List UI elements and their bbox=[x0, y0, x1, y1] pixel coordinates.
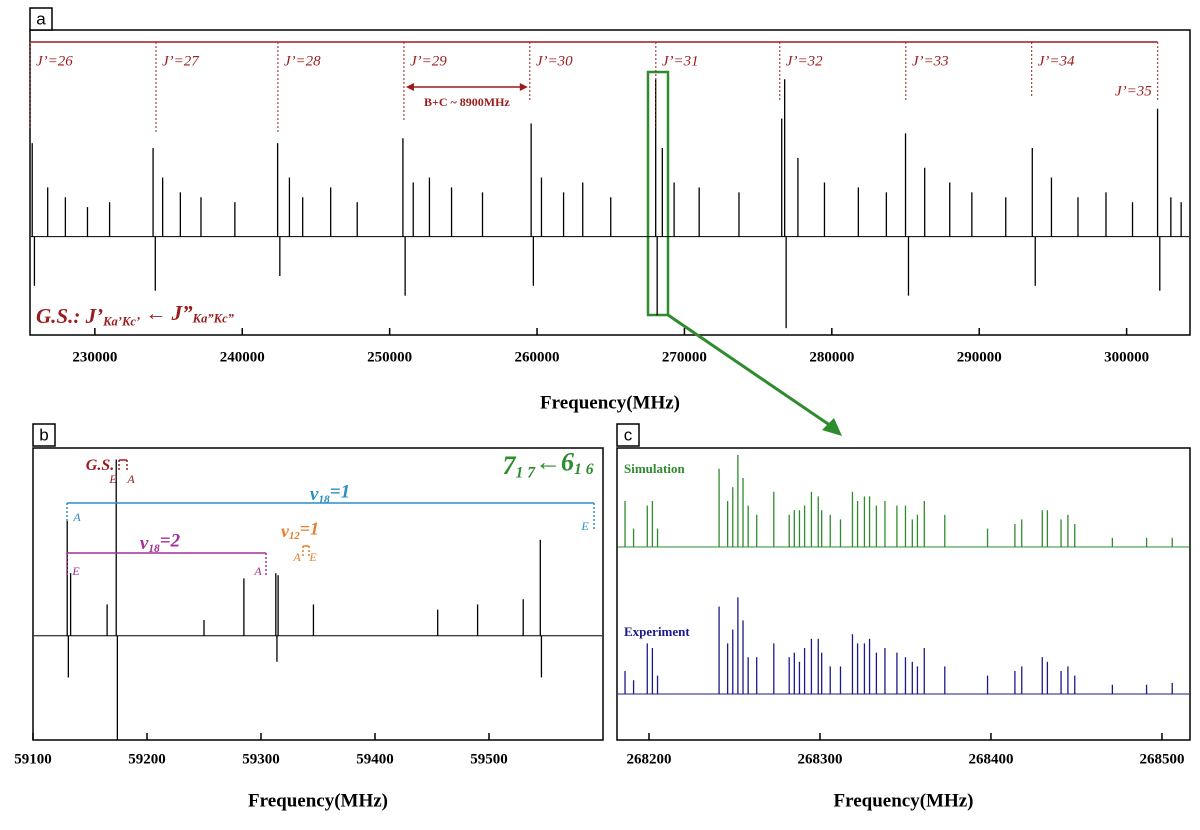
band-label: J’=28 bbox=[284, 53, 321, 69]
zoom-arrowhead bbox=[822, 418, 842, 436]
x-tick-label: 240000 bbox=[220, 349, 265, 365]
transition-label-part: 1 7 bbox=[516, 464, 537, 481]
x-tick-label: 290000 bbox=[957, 349, 1002, 365]
annotation-part: G.S. bbox=[86, 457, 114, 474]
transition-label: 71 7←61 6 bbox=[503, 447, 594, 481]
state-label-part: ← J” bbox=[140, 301, 193, 325]
annotation-part: A bbox=[292, 550, 301, 564]
annotation: v18=2 bbox=[140, 531, 181, 555]
x-tick-label: 268300 bbox=[797, 751, 842, 767]
band-label: J’=30 bbox=[536, 53, 573, 69]
x-tick-label: 268500 bbox=[1139, 751, 1184, 767]
annotation-part: A bbox=[126, 472, 135, 486]
x-tick-label: 59400 bbox=[356, 751, 394, 767]
x-tick-label: 268400 bbox=[968, 751, 1013, 767]
x-tick-label: 300000 bbox=[1104, 349, 1149, 365]
annotation: v12=1 bbox=[281, 519, 319, 543]
arrowhead bbox=[519, 83, 528, 91]
x-tick-label: 250000 bbox=[367, 349, 412, 365]
transition-label-part: 1 6 bbox=[574, 460, 594, 477]
annotation-part: =1 bbox=[300, 519, 319, 539]
x-tick-label: 280000 bbox=[809, 349, 854, 365]
annotation-part: E bbox=[580, 519, 589, 533]
panel-label-box bbox=[29, 7, 53, 31]
band-label: J’=27 bbox=[162, 53, 200, 69]
band-label: J’=29 bbox=[410, 53, 447, 69]
legend-label: Experiment bbox=[624, 624, 690, 639]
annotation-part: v bbox=[140, 533, 149, 554]
x-tick-label: 59200 bbox=[128, 751, 166, 767]
state-label: G.S.: J’Ka’Kc’ ← J”Ka”Kc” bbox=[36, 301, 235, 328]
annotation: G.S. bbox=[86, 457, 114, 474]
band-label: J’=31 bbox=[662, 53, 699, 69]
x-tick-label: 59300 bbox=[242, 751, 280, 767]
annotation-part: E bbox=[108, 472, 117, 486]
band-label: J’=35 bbox=[1115, 83, 1152, 99]
band-label: J’=32 bbox=[786, 53, 823, 69]
annotation: A bbox=[253, 564, 262, 578]
x-axis-label: Frequency(MHz) bbox=[248, 790, 388, 811]
annotation-part: E bbox=[71, 564, 80, 578]
x-tick-label: 59100 bbox=[14, 751, 52, 767]
transition-label-part: ←6 bbox=[535, 447, 574, 476]
panel-label-box bbox=[616, 423, 640, 447]
band-label: J’=26 bbox=[36, 53, 73, 69]
panel-b-frame bbox=[32, 447, 604, 741]
panel-c-frame bbox=[616, 447, 1191, 741]
x-axis-label: Frequency(MHz) bbox=[834, 790, 974, 811]
panel-label: c bbox=[624, 425, 633, 444]
annotation-part: 18 bbox=[318, 494, 330, 506]
panel-label: b bbox=[39, 425, 48, 444]
annotation: E bbox=[108, 472, 117, 486]
annotation: E bbox=[580, 519, 589, 533]
annotation-part: 18 bbox=[148, 543, 160, 555]
arrowhead bbox=[405, 83, 414, 91]
annotation: A bbox=[126, 472, 135, 486]
annotation-part: A bbox=[72, 510, 81, 524]
x-tick-label: 270000 bbox=[662, 349, 707, 365]
annotation-part: 12 bbox=[289, 530, 300, 542]
panel-a-frame bbox=[29, 29, 1191, 336]
annotation-part: v bbox=[281, 521, 290, 541]
annotation: E bbox=[308, 550, 317, 564]
x-tick-label: 260000 bbox=[515, 349, 560, 365]
state-label-part: Ka’Kc’ bbox=[102, 314, 140, 328]
x-tick-label: 268200 bbox=[626, 751, 671, 767]
transition-label-part: 7 bbox=[503, 451, 517, 480]
zoom-arrow bbox=[667, 313, 835, 430]
annotation: A bbox=[292, 550, 301, 564]
annotation-part: v bbox=[310, 484, 319, 505]
x-axis-label: Frequency(MHz) bbox=[540, 392, 680, 413]
band-label: J’=34 bbox=[1038, 53, 1075, 69]
x-tick-label: 230000 bbox=[72, 349, 117, 365]
annotation-part: =1 bbox=[330, 482, 350, 503]
annotation-part: =2 bbox=[160, 531, 181, 552]
panel-label-box bbox=[32, 423, 56, 447]
annotation: v18=1 bbox=[310, 482, 350, 506]
panel-label: a bbox=[36, 9, 46, 28]
x-tick-label: 59500 bbox=[470, 751, 508, 767]
annotation: A bbox=[72, 510, 81, 524]
annotation-part: A bbox=[253, 564, 262, 578]
zoom-box bbox=[646, 70, 670, 317]
state-label-part: G.S.: J’ bbox=[36, 304, 103, 328]
spacing-label: B+C ~ 8900MHz bbox=[424, 95, 510, 109]
state-label-part: Ka”Kc” bbox=[192, 311, 235, 325]
annotation: E bbox=[71, 564, 80, 578]
annotation-part: E bbox=[308, 550, 317, 564]
legend-label: Simulation bbox=[624, 461, 685, 476]
band-label: J’=33 bbox=[912, 53, 949, 69]
